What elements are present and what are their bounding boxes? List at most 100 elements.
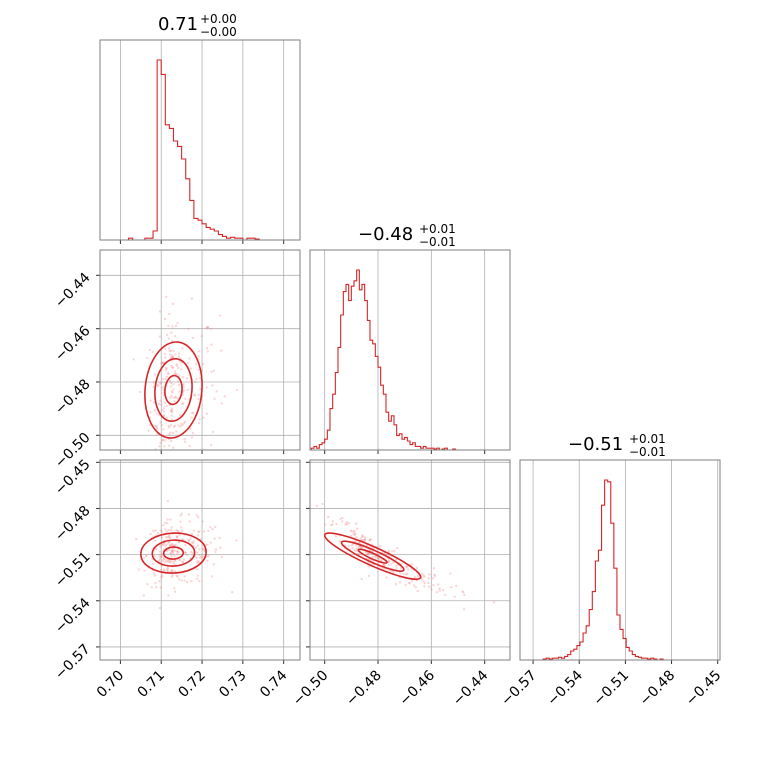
sample-point bbox=[362, 538, 366, 542]
sample-point bbox=[202, 530, 206, 533]
sample-point bbox=[197, 560, 200, 564]
sample-point bbox=[205, 326, 209, 329]
sample-point bbox=[195, 513, 199, 517]
sample-point bbox=[347, 522, 350, 525]
sample-point bbox=[145, 554, 148, 557]
sample-point bbox=[147, 429, 150, 432]
sample-point bbox=[171, 550, 175, 553]
sample-point bbox=[357, 541, 361, 544]
y-tick-label-2-1: −0.54 bbox=[52, 595, 94, 637]
sample-point bbox=[176, 397, 180, 400]
contour-level-1 bbox=[151, 539, 196, 567]
sample-point bbox=[399, 567, 403, 570]
sample-point bbox=[149, 411, 152, 414]
sample-point bbox=[191, 541, 194, 544]
sample-point bbox=[210, 343, 213, 346]
sample-point bbox=[165, 295, 168, 299]
sample-point bbox=[171, 410, 174, 414]
y-tick-label-2-3: −0.48 bbox=[52, 503, 94, 545]
sample-point bbox=[359, 536, 362, 540]
sample-point bbox=[190, 436, 194, 439]
sample-point bbox=[170, 364, 173, 368]
sample-point bbox=[160, 554, 164, 557]
sample-point bbox=[344, 544, 347, 547]
sample-point bbox=[335, 522, 338, 526]
sample-point bbox=[153, 574, 157, 577]
sample-point bbox=[155, 412, 158, 415]
title-param-2-minus: −0.01 bbox=[629, 445, 666, 459]
hist-2-frame bbox=[519, 459, 721, 661]
sample-point bbox=[176, 553, 179, 556]
sample-point bbox=[197, 354, 200, 358]
sample-point bbox=[190, 579, 193, 583]
sample-point bbox=[165, 367, 168, 370]
sample-point bbox=[432, 567, 436, 570]
sample-point bbox=[173, 559, 176, 562]
sample-point bbox=[168, 536, 171, 539]
sample-point bbox=[430, 588, 433, 591]
sample-point bbox=[161, 559, 165, 563]
sample-point bbox=[406, 566, 409, 569]
sample-point bbox=[173, 555, 176, 558]
sample-point bbox=[161, 377, 165, 381]
sample-point bbox=[170, 568, 174, 572]
sample-point bbox=[390, 550, 394, 553]
sample-point bbox=[175, 430, 178, 433]
sample-point bbox=[177, 374, 181, 377]
sample-point bbox=[143, 569, 146, 572]
sample-point bbox=[355, 535, 358, 539]
sample-point bbox=[193, 465, 195, 467]
x-tick-label-0-0: 0.70 bbox=[94, 668, 127, 701]
sample-point bbox=[212, 563, 215, 566]
sample-point bbox=[168, 541, 171, 544]
sample-point bbox=[167, 337, 171, 340]
sample-point bbox=[165, 530, 168, 533]
sample-point bbox=[165, 333, 169, 337]
sample-point bbox=[163, 317, 167, 321]
sample-point bbox=[165, 473, 167, 475]
sample-point bbox=[159, 362, 163, 365]
sample-point bbox=[167, 560, 170, 563]
sample-point bbox=[205, 412, 208, 415]
sample-point bbox=[190, 411, 194, 415]
x-tick-label-1-2: −0.46 bbox=[397, 667, 439, 709]
sample-point bbox=[349, 529, 353, 533]
sample-point bbox=[168, 433, 171, 436]
sample-point bbox=[170, 394, 173, 397]
sample-point bbox=[159, 529, 163, 532]
sample-point bbox=[170, 390, 173, 393]
sample-point bbox=[197, 530, 200, 534]
sample-point bbox=[148, 348, 152, 352]
hist-0-frame bbox=[99, 39, 301, 241]
sample-point bbox=[414, 586, 417, 589]
sample-point bbox=[399, 572, 402, 575]
sample-point bbox=[171, 560, 174, 563]
sample-point bbox=[194, 380, 197, 384]
y-tick-label-2-0: −0.57 bbox=[52, 641, 94, 683]
sample-point bbox=[206, 326, 210, 329]
sample-point bbox=[172, 446, 175, 449]
sample-point bbox=[173, 559, 177, 562]
x-tick-label-2-0: −0.57 bbox=[498, 668, 540, 710]
sample-point bbox=[205, 327, 209, 330]
sample-point bbox=[315, 504, 318, 508]
sample-point bbox=[334, 535, 338, 538]
sample-point bbox=[160, 555, 163, 558]
sample-point bbox=[172, 431, 175, 435]
y-tick-label-2-2: −0.51 bbox=[52, 549, 94, 591]
sample-point bbox=[185, 580, 189, 584]
sample-point bbox=[211, 384, 214, 387]
sample-point bbox=[162, 557, 165, 561]
sample-point bbox=[195, 377, 198, 381]
sample-point bbox=[378, 545, 382, 548]
sample-point bbox=[191, 412, 195, 415]
sample-point bbox=[170, 381, 173, 385]
sample-point bbox=[167, 528, 170, 532]
sample-point bbox=[170, 549, 173, 553]
sample-point bbox=[345, 523, 348, 526]
sample-point bbox=[153, 409, 157, 412]
sample-point bbox=[142, 594, 146, 597]
sample-point bbox=[171, 302, 175, 306]
sample-point bbox=[166, 567, 169, 571]
sample-point bbox=[404, 583, 407, 587]
